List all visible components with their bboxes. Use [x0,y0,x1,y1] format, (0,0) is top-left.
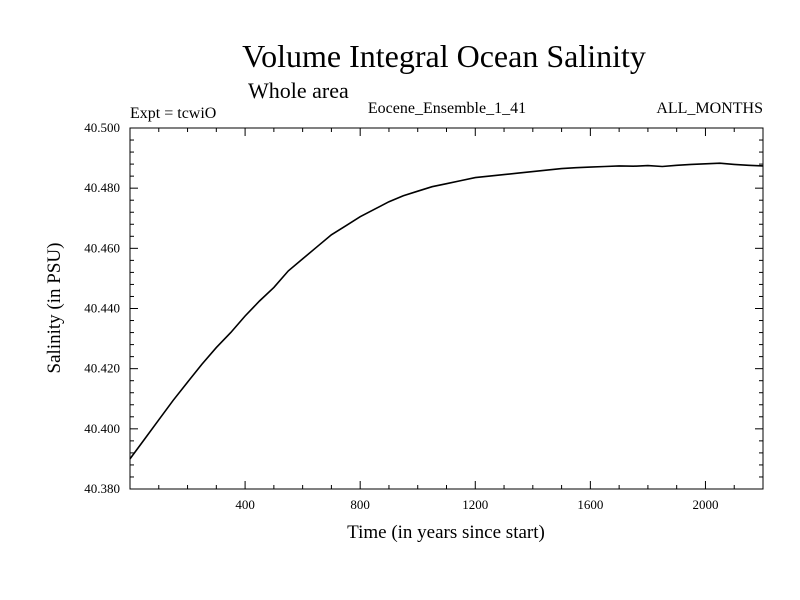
expt-label: Expt = tcwiO [130,105,216,122]
y-tick-label: 40.380 [84,481,120,496]
x-tick-label: 2000 [692,497,718,512]
salinity-series-line [129,162,764,460]
x-tick-label: 800 [350,497,370,512]
chart-subtitle: Whole area [248,78,349,103]
y-tick-label: 40.460 [84,240,120,255]
y-tick-label: 40.420 [84,361,120,376]
x-tick-labels: 400 800 1200 1600 2000 [235,497,718,512]
axis-ticks [130,128,763,489]
ensemble-label: Eocene_Ensemble_1_41 [368,100,526,117]
x-axis-label: Time (in years since start) [347,522,545,543]
x-tick-label: 400 [235,497,255,512]
chart-title: Volume Integral Ocean Salinity [242,38,646,74]
y-tick-label: 40.480 [84,180,120,195]
y-tick-label: 40.500 [84,120,120,135]
y-axis-label: Salinity (in PSU) [44,243,65,374]
months-label: ALL_MONTHS [656,100,763,117]
x-tick-label: 1200 [462,497,488,512]
y-tick-labels: 40.380 40.400 40.420 40.440 40.460 40.480 40.5… [84,120,120,496]
plot-frame [129,127,764,490]
y-tick-label: 40.400 [84,421,120,436]
x-tick-label: 1600 [577,497,603,512]
y-tick-label: 40.440 [84,301,120,316]
